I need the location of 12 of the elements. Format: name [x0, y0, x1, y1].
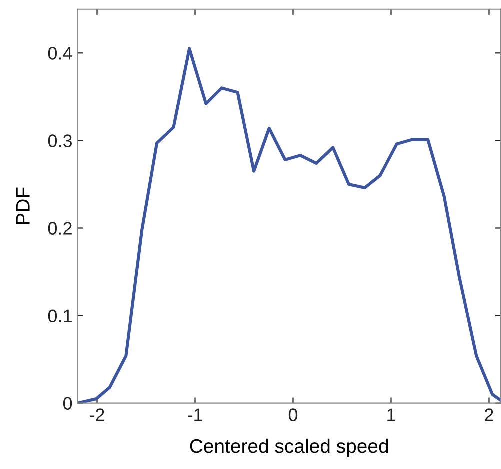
y-tick-label: 0.3: [48, 134, 72, 148]
y-tick-label: 0.2: [48, 222, 72, 235]
x-axis-title: Centered scaled speed: [190, 438, 388, 458]
y-tick-label: 0.1: [48, 310, 72, 323]
y-tick-label: 0.4: [48, 47, 72, 60]
y-tick-label: 0: [63, 397, 72, 410]
x-tick-label: 0: [288, 408, 298, 422]
y-axis-title: PDF: [16, 188, 30, 224]
x-tick-label: 1: [388, 408, 396, 422]
x-tick-label: 2: [485, 408, 494, 422]
x-tick-label: -1: [188, 408, 202, 422]
x-tick-label: -2: [90, 408, 104, 422]
